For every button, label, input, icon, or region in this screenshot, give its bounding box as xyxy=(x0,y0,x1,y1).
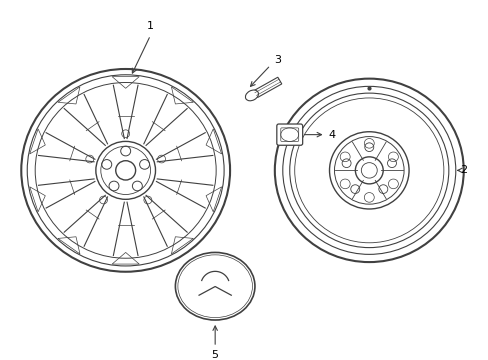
Text: 1: 1 xyxy=(147,21,154,31)
Polygon shape xyxy=(253,77,281,98)
Text: 5: 5 xyxy=(211,350,218,360)
Ellipse shape xyxy=(245,90,258,101)
Ellipse shape xyxy=(175,252,254,320)
Text: 3: 3 xyxy=(273,55,281,65)
FancyBboxPatch shape xyxy=(276,124,302,145)
Text: 2: 2 xyxy=(459,165,467,175)
Text: 4: 4 xyxy=(328,130,335,140)
